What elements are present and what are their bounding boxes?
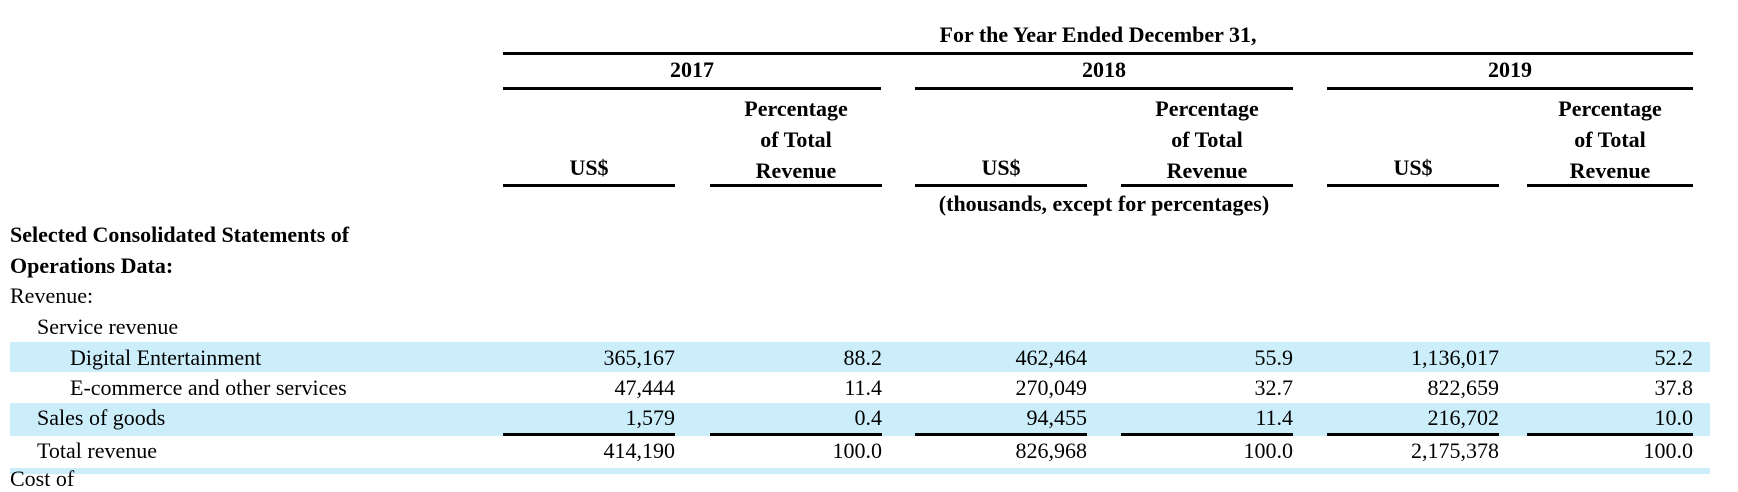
year-rule-2019 [1327, 87, 1693, 90]
year-2019: 2019 [1488, 57, 1532, 82]
cell-digital-usd-2019: 1,136,017 [1411, 345, 1499, 370]
cell-ecommerce-usd-2019: 822,659 [1427, 375, 1500, 400]
cell-total-pct-2019: 100.0 [1643, 438, 1694, 463]
cell-goods-usd-2019: 216,702 [1427, 405, 1500, 430]
subtotal-rule-usd-2018 [915, 433, 1087, 436]
col-usd-2019: US$ [1393, 155, 1433, 180]
cell-digital-usd-2018: 462,464 [1015, 345, 1088, 370]
cell-total-usd-2018: 826,968 [1015, 438, 1088, 463]
row-label-ecommerce: E-commerce and other services [70, 375, 347, 400]
subtotal-rule-pct-2018 [1121, 433, 1293, 436]
cell-total-usd-2019: 2,175,378 [1411, 438, 1499, 463]
cell-goods-pct-2019: 10.0 [1654, 405, 1694, 430]
cell-ecommerce-pct-2019: 37.8 [1654, 375, 1694, 400]
col-rule-pct-2019 [1527, 184, 1693, 187]
col-usd-2017: US$ [569, 155, 609, 180]
col-rule-pct-2017 [710, 184, 882, 187]
cell-total-usd-2017: 414,190 [603, 438, 676, 463]
col-pct-2019: Percentage of Total Revenue [1558, 96, 1662, 183]
cell-goods-usd-2018: 94,455 [1026, 405, 1088, 430]
col-rule-pct-2018 [1121, 184, 1293, 187]
financial-table-page: { "header": { "period": "For the Year En… [10, 22, 1710, 491]
col-pct-2018: Percentage of Total Revenue [1155, 96, 1259, 183]
cell-ecommerce-usd-2018: 270,049 [1015, 375, 1088, 400]
cell-goods-pct-2018: 11.4 [1255, 405, 1293, 430]
cell-ecommerce-usd-2017: 47,444 [614, 375, 676, 400]
section-title-line1: Selected Consolidated Statements of [10, 222, 350, 247]
subtotal-rule-usd-2019 [1327, 433, 1499, 436]
year-2018: 2018 [1082, 57, 1126, 82]
col-rule-usd-2017 [503, 184, 675, 187]
row-band-digital-entertainment [10, 342, 1710, 372]
col-rule-usd-2019 [1327, 184, 1499, 187]
period-header: For the Year Ended December 31, [939, 22, 1257, 47]
row-label-sales-of-goods: Sales of goods [37, 405, 166, 430]
cell-digital-pct-2017: 88.2 [843, 345, 883, 370]
row-label-cost-of-partial: Cost of [10, 466, 75, 491]
year-2017: 2017 [670, 57, 714, 82]
subtotal-rule-pct-2019 [1527, 433, 1693, 436]
cell-digital-pct-2018: 55.9 [1254, 345, 1294, 370]
cell-digital-usd-2017: 365,167 [603, 345, 676, 370]
cell-ecommerce-pct-2017: 11.4 [844, 375, 882, 400]
subtotal-rule-pct-2017 [710, 433, 882, 436]
cell-goods-pct-2017: 0.4 [854, 405, 883, 430]
section-title-line2: Operations Data: [10, 253, 174, 278]
period-rule [503, 52, 1693, 55]
service-revenue-label: Service revenue [37, 314, 179, 339]
row-label-total-revenue: Total revenue [37, 438, 158, 463]
cell-goods-usd-2017: 1,579 [625, 405, 676, 430]
year-rule-2017 [503, 87, 881, 90]
year-rule-2018 [915, 87, 1293, 90]
cell-ecommerce-pct-2018: 32.7 [1254, 375, 1294, 400]
col-usd-2018: US$ [981, 155, 1021, 180]
row-band-sales-of-goods [10, 403, 1710, 436]
cell-total-pct-2018: 100.0 [1243, 438, 1294, 463]
row-label-digital-entertainment: Digital Entertainment [70, 345, 262, 370]
col-pct-2017: Percentage of Total Revenue [744, 96, 848, 183]
cell-digital-pct-2019: 52.2 [1654, 345, 1694, 370]
col-rule-usd-2018 [915, 184, 1087, 187]
subtotal-rule-usd-2017 [503, 433, 675, 436]
revenue-label: Revenue: [10, 283, 94, 308]
row-band-cost-of [10, 468, 1710, 474]
cell-total-pct-2017: 100.0 [832, 438, 883, 463]
units-note: (thousands, except for percentages) [938, 191, 1270, 216]
